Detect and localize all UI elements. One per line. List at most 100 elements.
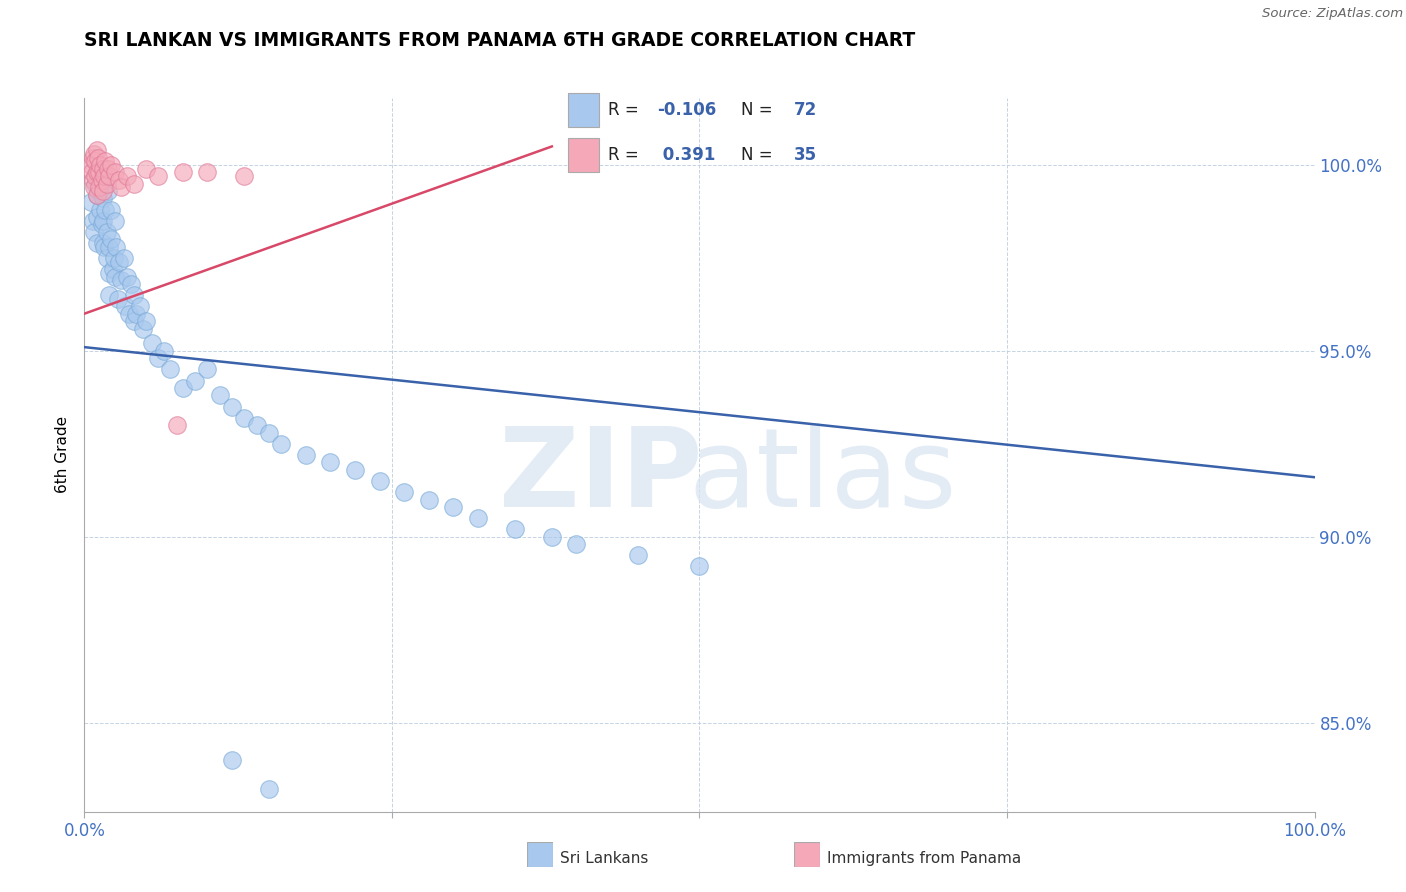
Point [443, 500, 465, 514]
Y-axis label: 6th Grade: 6th Grade [55, 417, 70, 493]
Point [87, 151, 110, 165]
Point [83, 146, 105, 161]
Point [105, 240, 128, 254]
Point [159, 362, 181, 376]
Text: N =: N = [741, 101, 772, 119]
Point [541, 530, 564, 544]
Point [87, 184, 111, 198]
Point [98, 266, 120, 280]
Point [93, 240, 115, 254]
Point [93, 173, 115, 187]
Point [98, 169, 120, 183]
Point [107, 292, 129, 306]
Point [101, 262, 124, 277]
Point [233, 169, 256, 183]
Text: 35: 35 [793, 146, 817, 164]
Text: 0.391: 0.391 [658, 146, 716, 164]
Point [114, 299, 136, 313]
Point [122, 288, 145, 302]
Text: Source: ZipAtlas.com: Source: ZipAtlas.com [1263, 7, 1403, 21]
Point [503, 522, 526, 536]
Text: 72: 72 [793, 101, 817, 119]
Point [94, 202, 117, 217]
Point [97, 161, 120, 176]
Point [100, 158, 122, 172]
Point [104, 213, 127, 227]
Point [90, 218, 112, 232]
Point [83, 180, 105, 194]
Point [91, 191, 114, 205]
Point [93, 169, 115, 183]
Point [96, 177, 118, 191]
Point [467, 511, 489, 525]
Point [295, 448, 318, 462]
Text: -0.106: -0.106 [658, 101, 717, 119]
Point [148, 169, 170, 183]
Point [87, 165, 111, 179]
Point [122, 177, 145, 191]
Point [103, 251, 125, 265]
Point [86, 143, 108, 157]
Point [79, 195, 101, 210]
Point [184, 374, 207, 388]
Point [132, 321, 155, 335]
Point [90, 173, 112, 187]
Point [221, 400, 243, 414]
FancyBboxPatch shape [568, 138, 599, 172]
Point [94, 154, 117, 169]
Point [80, 165, 103, 179]
Text: Immigrants from Panama: Immigrants from Panama [827, 851, 1021, 865]
Point [98, 240, 120, 254]
Point [257, 425, 280, 440]
Point [97, 184, 120, 198]
Point [120, 277, 142, 291]
Point [394, 485, 416, 500]
Point [153, 343, 176, 358]
Point [84, 177, 107, 191]
Point [82, 173, 104, 187]
Point [108, 254, 131, 268]
Point [87, 180, 111, 194]
Point [98, 288, 120, 302]
Point [112, 251, 135, 265]
Point [172, 165, 194, 179]
Point [319, 455, 342, 469]
Point [91, 161, 114, 176]
Point [79, 158, 101, 172]
Point [91, 213, 114, 227]
Text: SRI LANKAN VS IMMIGRANTS FROM PANAMA 6TH GRADE CORRELATION CHART: SRI LANKAN VS IMMIGRANTS FROM PANAMA 6TH… [84, 31, 915, 50]
Point [135, 314, 157, 328]
Point [100, 232, 122, 246]
Point [86, 187, 108, 202]
Point [104, 269, 127, 284]
Point [246, 418, 269, 433]
Point [110, 180, 132, 194]
FancyBboxPatch shape [568, 93, 599, 127]
Point [135, 161, 157, 176]
Text: atlas: atlas [689, 423, 956, 530]
Point [82, 213, 104, 227]
Point [89, 158, 111, 172]
Text: N =: N = [741, 146, 772, 164]
Point [100, 202, 122, 217]
Point [418, 492, 440, 507]
Point [86, 210, 108, 224]
Point [122, 314, 145, 328]
Point [128, 299, 150, 313]
Point [86, 165, 108, 179]
Point [627, 548, 650, 562]
Text: Sri Lankans: Sri Lankans [560, 851, 648, 865]
Point [117, 169, 139, 183]
Point [565, 537, 588, 551]
Point [104, 165, 127, 179]
Point [689, 559, 711, 574]
Point [89, 202, 111, 217]
Point [221, 753, 243, 767]
Point [96, 225, 118, 239]
Point [86, 165, 108, 179]
Point [233, 410, 256, 425]
Point [208, 388, 231, 402]
Point [83, 225, 105, 239]
Point [197, 165, 219, 179]
Point [96, 251, 118, 265]
